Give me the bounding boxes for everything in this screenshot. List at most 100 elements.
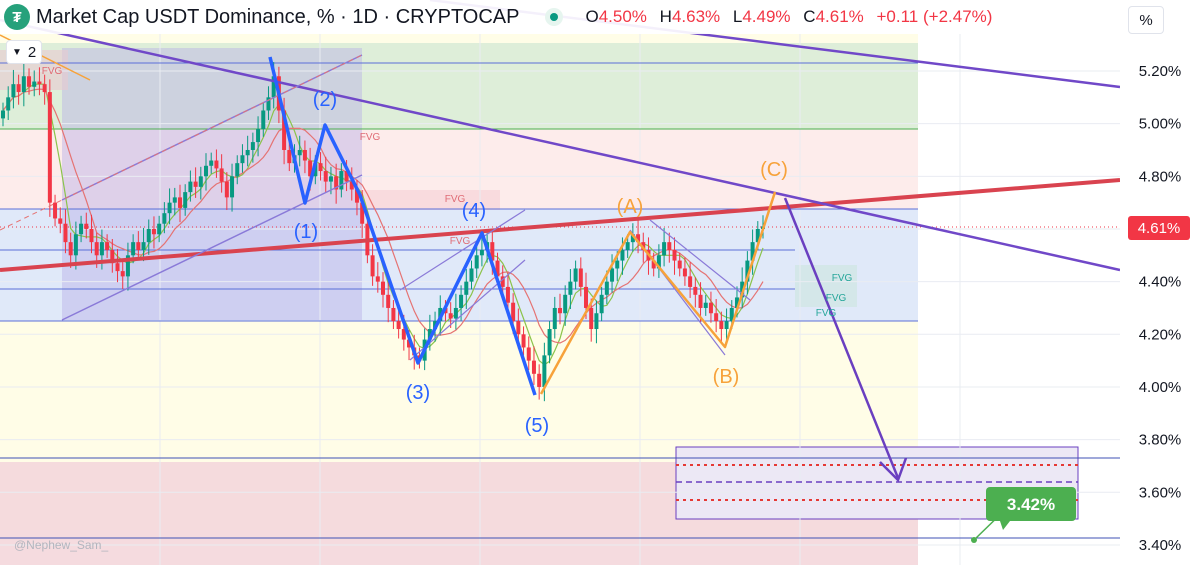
- candle-body: [620, 250, 625, 261]
- candle-body: [552, 307, 557, 330]
- candle-body: [568, 281, 573, 295]
- candle-body: [610, 268, 615, 282]
- candle-body: [151, 228, 156, 235]
- market-status-icon[interactable]: [545, 8, 564, 26]
- y-tick-label: 3.60%: [1139, 484, 1182, 501]
- candle-body: [245, 149, 250, 156]
- symbol-title[interactable]: Market Cap USDT Dominance, % · 1D · CRYP…: [36, 5, 520, 28]
- candle-body: [557, 307, 562, 314]
- candle-body: [266, 97, 271, 111]
- candle-body: [16, 84, 21, 93]
- ohlc-legend: O4.50% H4.63% L4.49% C4.61% +0.11 (+2.47…: [585, 7, 1000, 27]
- candle-body: [573, 268, 578, 282]
- candle-body: [427, 329, 432, 340]
- candle-body: [459, 294, 464, 308]
- fvg-label: FVG: [450, 236, 471, 247]
- candle-body: [719, 321, 724, 330]
- candle-body: [344, 171, 349, 182]
- candle-body: [370, 255, 375, 277]
- candle-body: [120, 271, 125, 277]
- candle-body: [547, 329, 552, 356]
- candle-body: [167, 202, 172, 214]
- candle-body: [729, 307, 734, 322]
- candle-body: [537, 373, 542, 387]
- close-value: 4.61%: [815, 7, 864, 26]
- candle-body: [407, 339, 412, 348]
- candle-body: [584, 286, 589, 308]
- candle-body: [381, 281, 385, 295]
- candle-body: [37, 81, 42, 85]
- scale-unit-button[interactable]: %: [1128, 6, 1164, 34]
- candle-body: [464, 281, 469, 295]
- candle-body: [32, 81, 37, 87]
- fvg-label: FVG: [826, 293, 847, 304]
- indicator-layers-toggle[interactable]: ▼ 2: [6, 40, 43, 64]
- candle-body: [453, 307, 458, 319]
- candle-body: [698, 294, 703, 308]
- candle-body: [386, 294, 391, 308]
- candle-body: [396, 321, 401, 330]
- candle-body: [391, 307, 396, 322]
- zone-purple-channel: [62, 48, 362, 320]
- candle-body: [42, 84, 47, 93]
- y-tick-label: 4.00%: [1139, 379, 1182, 396]
- open-value: 4.50%: [598, 7, 647, 26]
- candle-body: [282, 110, 287, 150]
- candle-body: [662, 242, 667, 256]
- author-watermark: @Nephew_Sam_: [14, 538, 109, 552]
- candle-body: [261, 110, 266, 129]
- candle-body: [219, 168, 224, 182]
- candle-body: [224, 181, 229, 198]
- y-tick-label: 5.00%: [1139, 116, 1182, 133]
- candle-body: [636, 234, 641, 243]
- candle-body: [209, 160, 214, 166]
- candle-body: [750, 242, 755, 261]
- candle-body: [693, 286, 698, 295]
- tether-logo-icon: ₮: [4, 4, 30, 30]
- orange-wave-label: (B): [713, 366, 740, 388]
- candle-body: [677, 260, 682, 269]
- candle-body: [511, 302, 516, 322]
- fvg-label: FVG: [42, 66, 63, 77]
- orange-wave-label: (C): [760, 159, 788, 181]
- candle-body: [308, 160, 313, 177]
- candle-body: [183, 192, 188, 208]
- candle-body: [323, 171, 328, 182]
- blue-wave-label: (1): [294, 221, 318, 243]
- chart-header: ₮ Market Cap USDT Dominance, % · 1D · CR…: [0, 0, 1120, 34]
- candle-body: [125, 255, 130, 277]
- candle-body: [479, 250, 484, 256]
- zone-fvg-mid: [360, 190, 500, 210]
- blue-wave-label: (3): [406, 382, 430, 404]
- candle-body: [204, 165, 209, 177]
- candle-body: [94, 242, 99, 256]
- candle-body: [495, 260, 500, 277]
- high-value: 4.63%: [671, 7, 721, 26]
- price-scale-bg: [1120, 34, 1200, 565]
- candle-body: [79, 223, 84, 235]
- candle-body: [89, 228, 94, 243]
- blue-wave-label: (4): [462, 200, 486, 222]
- candle-body: [594, 313, 599, 330]
- moving-average-line: [2, 88, 764, 344]
- target-badge: 3.42%: [986, 487, 1076, 530]
- candle-body: [302, 149, 307, 161]
- candle-body: [516, 321, 521, 335]
- candle-body: [505, 286, 510, 303]
- candles: [1, 62, 765, 402]
- candle-body: [318, 163, 323, 172]
- low-value: 4.49%: [742, 7, 791, 26]
- candle-body: [745, 260, 750, 282]
- target-label: 3.42%: [1007, 495, 1055, 514]
- layers-count: 2: [27, 43, 37, 61]
- candle-body: [287, 149, 292, 164]
- open-key: O: [585, 7, 599, 26]
- candle-body: [526, 347, 531, 361]
- candle-body: [349, 181, 354, 190]
- y-tick-label: 5.20%: [1139, 63, 1182, 80]
- candle-body: [542, 355, 547, 387]
- candle-body: [271, 76, 276, 98]
- candle-body: [1, 110, 5, 119]
